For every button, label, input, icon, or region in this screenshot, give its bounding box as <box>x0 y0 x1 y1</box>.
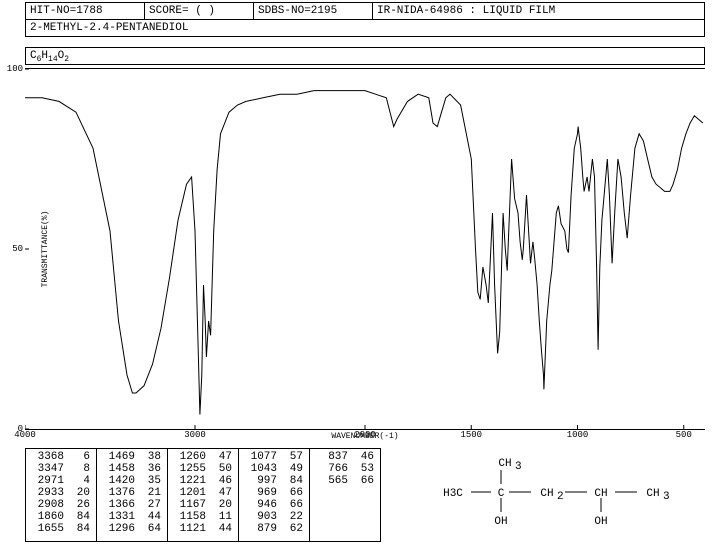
x-tick: 4000 <box>14 430 36 440</box>
peak-row: 165584 <box>26 523 96 535</box>
peak-row: 90322 <box>239 511 309 523</box>
ir-info: IR-NIDA-64986 : LIQUID FILM <box>373 3 704 19</box>
peak-row: 33686 <box>26 451 96 463</box>
svg-text:CH: CH <box>646 488 659 500</box>
chemical-structure: H3CCCH2CHCH3CH3OHOH <box>401 448 705 542</box>
peak-row: 94666 <box>239 499 309 511</box>
ir-spectrum-chart: TRANSMITTANCE(%) WAVENUMBER(-1) 050100 4… <box>25 68 705 430</box>
peak-table: 3368633478297142933202908261860841655841… <box>25 448 381 542</box>
x-tick: 2000 <box>354 430 376 440</box>
svg-text:3: 3 <box>663 491 670 503</box>
score: SCORE= ( ) <box>145 3 254 19</box>
svg-text:3: 3 <box>515 461 522 473</box>
peak-row: 56566 <box>310 475 380 487</box>
svg-text:OH: OH <box>594 516 607 528</box>
peak-row: 290826 <box>26 499 96 511</box>
svg-text:OH: OH <box>494 516 507 528</box>
peak-row: 96966 <box>239 487 309 499</box>
y-tick: 50 <box>12 244 23 254</box>
x-tick: 3000 <box>184 430 206 440</box>
peak-row: 112144 <box>168 523 238 535</box>
peak-row: 125550 <box>168 463 238 475</box>
peak-row: 137621 <box>97 487 167 499</box>
peak-row: 122146 <box>168 475 238 487</box>
peak-row: 33478 <box>26 463 96 475</box>
peak-row: 133144 <box>97 511 167 523</box>
svg-text:CH: CH <box>540 488 553 500</box>
svg-text:2: 2 <box>557 491 564 503</box>
peak-column: 1469381458361420351376211366271331441296… <box>97 449 168 541</box>
peak-row: 76653 <box>310 463 380 475</box>
sdbs-no: SDBS-NO=2195 <box>254 3 373 19</box>
peak-column: 1260471255501221461201471167201158111121… <box>168 449 239 541</box>
peak-row: 293320 <box>26 487 96 499</box>
peak-row: 104349 <box>239 463 309 475</box>
compound-name: 2-METHYL-2.4-PENTANEDIOL <box>25 20 705 37</box>
peak-row: 115811 <box>168 511 238 523</box>
x-tick: 1000 <box>567 430 589 440</box>
peak-row: 126047 <box>168 451 238 463</box>
peak-column: 336863347829714293320290826186084165584 <box>26 449 97 541</box>
peak-column: 837467665356566 <box>310 449 380 541</box>
x-tick: 1500 <box>460 430 482 440</box>
peak-row: 107757 <box>239 451 309 463</box>
peak-row: 29714 <box>26 475 96 487</box>
peak-column: 1077571043499978496966946669032287962 <box>239 449 310 541</box>
svg-text:CH: CH <box>498 458 511 470</box>
peak-row: 99784 <box>239 475 309 487</box>
peak-row: 129664 <box>97 523 167 535</box>
peak-row: 87962 <box>239 523 309 535</box>
header-row: HIT-NO=1788 SCORE= ( ) SDBS-NO=2195 IR-N… <box>25 2 705 20</box>
peak-row: 186084 <box>26 511 96 523</box>
peak-row: 145836 <box>97 463 167 475</box>
spectrum-line <box>25 69 705 429</box>
molecular-formula: C6H14O2 <box>25 47 705 65</box>
peak-row: 146938 <box>97 451 167 463</box>
peak-row: 120147 <box>168 487 238 499</box>
y-tick: 100 <box>7 64 23 74</box>
peak-row: 83746 <box>310 451 380 463</box>
hit-no: HIT-NO=1788 <box>26 3 145 19</box>
x-tick: 500 <box>676 430 692 440</box>
peak-row: 116720 <box>168 499 238 511</box>
peak-row: 136627 <box>97 499 167 511</box>
svg-text:H3C: H3C <box>443 488 463 500</box>
peak-row: 142035 <box>97 475 167 487</box>
